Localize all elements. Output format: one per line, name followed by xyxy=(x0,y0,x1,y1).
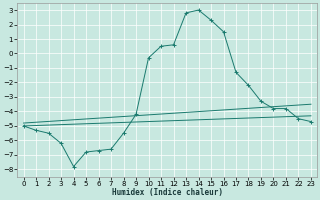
X-axis label: Humidex (Indice chaleur): Humidex (Indice chaleur) xyxy=(112,188,223,197)
